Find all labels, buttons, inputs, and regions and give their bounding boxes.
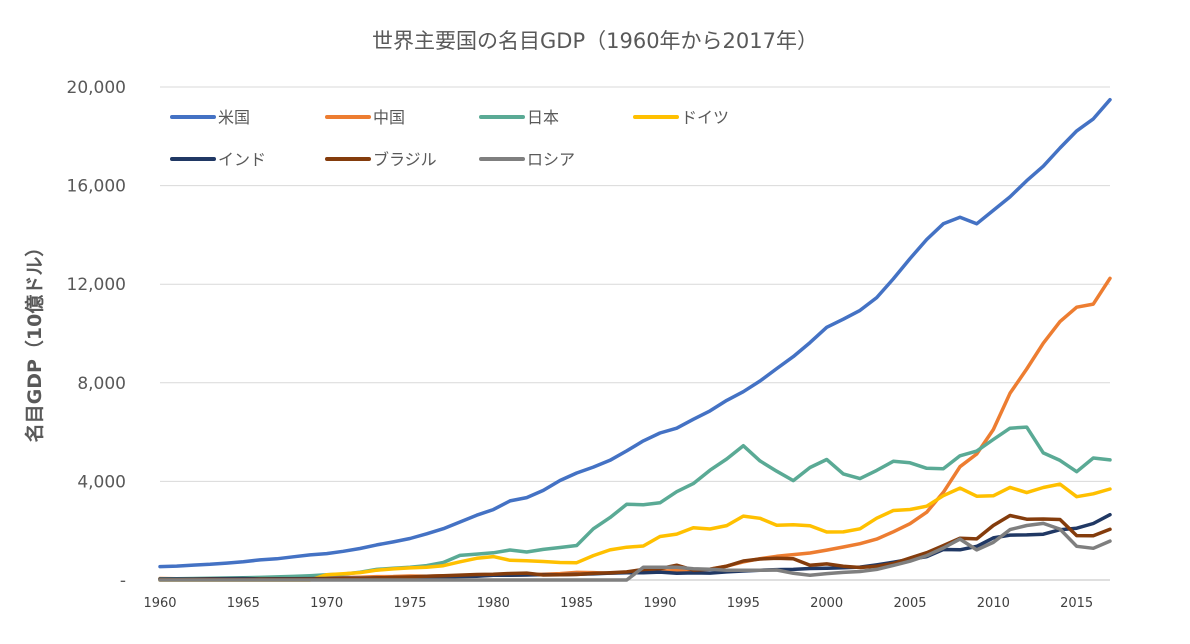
legend-item: 米国: [170, 108, 250, 127]
series-lines: [158, 97, 1112, 582]
series-line: [158, 97, 1112, 569]
x-axis-ticks: 1960 1965 1970 1975 1980 1985 1990 1995 2000 2005…: [143, 596, 1093, 611]
legend-item: インド: [170, 150, 266, 169]
y-tick-label: 8,000: [77, 374, 126, 394]
x-tick-label: 2005: [893, 596, 926, 611]
series-line: [158, 482, 1112, 582]
legend-item: 日本: [479, 108, 559, 127]
series-line: [158, 521, 1112, 582]
x-tick-label: 1980: [477, 596, 510, 611]
x-tick-label: 1960: [143, 596, 176, 611]
y-tick-label: 12,000: [67, 275, 126, 295]
legend-label: 米国: [218, 108, 250, 127]
legend-label: ロシア: [527, 150, 575, 169]
y-tick-label: 20,000: [67, 78, 126, 98]
gridlines: [160, 86, 1110, 581]
x-tick-label: 2010: [977, 596, 1010, 611]
x-tick-label: 2015: [1060, 596, 1093, 611]
series-line: [158, 425, 1112, 581]
legend-label: 日本: [527, 108, 559, 127]
y-axis-label: 名目GDP（10億ドル）: [23, 238, 46, 443]
y-tick-label: -: [120, 571, 126, 591]
series-line: [158, 276, 1112, 581]
chart-title: 世界主要国の名目GDP（1960年から2017年）: [372, 29, 818, 53]
x-tick-label: 1965: [227, 596, 260, 611]
x-tick-label: 1985: [560, 596, 593, 611]
legend-item: 中国: [325, 108, 405, 127]
y-axis-ticks: - 4,000 8,000 12,000 16,000 20,000: [67, 78, 126, 591]
legend-label: ブラジル: [373, 150, 437, 169]
legend-label: インド: [218, 150, 266, 169]
x-tick-label: 1975: [393, 596, 426, 611]
y-tick-label: 16,000: [67, 177, 126, 197]
x-tick-label: 2000: [810, 596, 843, 611]
x-tick-label: 1990: [643, 596, 676, 611]
legend-label: 中国: [373, 108, 405, 127]
y-tick-label: 4,000: [77, 472, 126, 492]
legend-label: ドイツ: [681, 108, 729, 127]
legend-item: ドイツ: [633, 108, 729, 127]
legend-item: ブラジル: [325, 150, 437, 169]
x-tick-label: 1995: [727, 596, 760, 611]
x-tick-label: 1970: [310, 596, 343, 611]
legend-item: ロシア: [479, 150, 575, 169]
